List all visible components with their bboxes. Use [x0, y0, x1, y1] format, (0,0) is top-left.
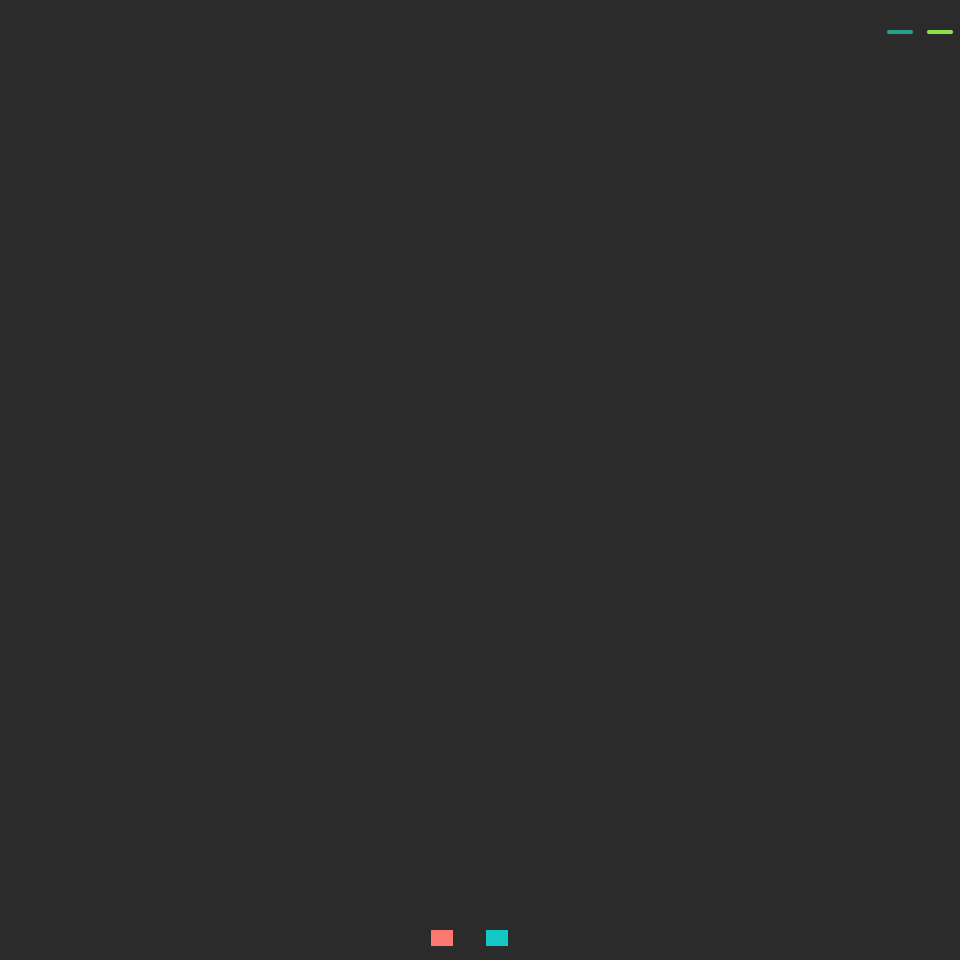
- legend-bottom-swatch-50: [431, 930, 453, 946]
- legend-bottom-item-50[interactable]: [431, 930, 460, 946]
- price-chart[interactable]: [0, 52, 960, 582]
- volume-chart[interactable]: [0, 640, 960, 890]
- legend-top: [880, 30, 960, 34]
- legend-swatch-50[interactable]: [887, 30, 913, 34]
- legend-swatch-55[interactable]: [927, 30, 953, 34]
- legend-bottom-item-55[interactable]: [486, 930, 515, 946]
- legend-bottom: [0, 930, 960, 946]
- legend-bottom-swatch-55: [486, 930, 508, 946]
